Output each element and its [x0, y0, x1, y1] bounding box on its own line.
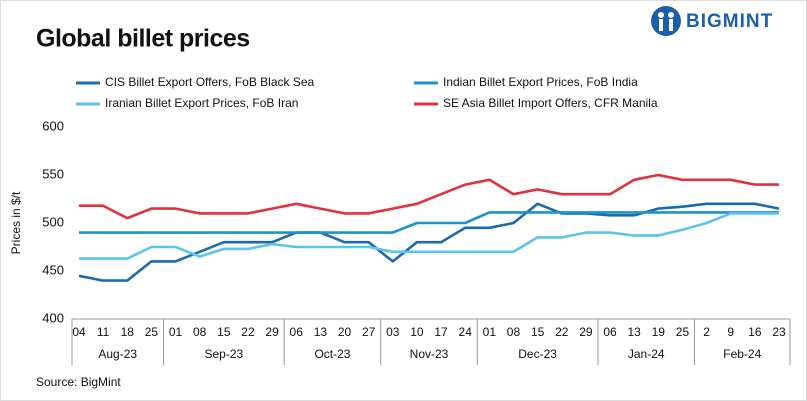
month-label: Nov-23 — [410, 347, 449, 361]
logo-icon — [669, 19, 673, 31]
legend-label: CIS Billet Export Offers, FoB Black Sea — [105, 75, 315, 89]
y-tick-label: 500 — [42, 214, 64, 229]
month-label: Feb-24 — [723, 347, 761, 361]
logo-icon — [651, 6, 681, 36]
x-tick-label: 20 — [338, 325, 352, 339]
month-label: Sep-23 — [204, 347, 243, 361]
x-tick-label: 01 — [483, 325, 497, 339]
series-line — [79, 212, 779, 260]
x-tick-label: 18 — [121, 325, 135, 339]
logo-icon — [668, 12, 674, 18]
chart-title: Global billet prices — [36, 25, 250, 53]
legend-label: SE Asia Billet Import Offers, CFR Manila — [443, 96, 658, 110]
x-tick-label: 17 — [434, 325, 448, 339]
logo: BIGMINT — [651, 6, 773, 36]
x-tick-label: 22 — [241, 325, 255, 339]
series-line — [79, 211, 779, 234]
source: Source: BigMint — [36, 375, 121, 389]
x-tick-label: 16 — [748, 325, 762, 339]
x-tick-label: 01 — [169, 325, 183, 339]
x-tick-label: 22 — [555, 325, 569, 339]
y-axis-label: Prices in $/t — [9, 191, 23, 254]
x-tick-label: 13 — [627, 325, 641, 339]
x-tick-label: 25 — [145, 325, 159, 339]
logo-icon — [658, 12, 664, 18]
x-tick-label: 08 — [507, 325, 521, 339]
month-label: Oct-23 — [314, 347, 350, 361]
logo-icon — [659, 19, 663, 31]
x-tick-label: 08 — [193, 325, 207, 339]
series-line — [79, 173, 779, 220]
x-tick-label: 27 — [362, 325, 376, 339]
x-tick-label: 24 — [459, 325, 473, 339]
legend-label: Indian Billet Export Prices, FoB India — [443, 75, 638, 89]
x-tick-label: 15 — [217, 325, 231, 339]
x-tick-label: 10 — [410, 325, 424, 339]
x-tick-label: 13 — [314, 325, 328, 339]
x-tick-label: 15 — [531, 325, 545, 339]
x-tick-label: 04 — [72, 325, 86, 339]
series-line — [78, 202, 780, 282]
x-tick-label: 2 — [703, 325, 710, 339]
x-tick-label: 03 — [386, 325, 400, 339]
brand: BIGMINT — [686, 11, 773, 32]
month-label: Aug-23 — [98, 347, 137, 361]
x-tick-label: 29 — [265, 325, 279, 339]
month-label: Jan-24 — [628, 347, 665, 361]
x-tick-label: 19 — [652, 325, 666, 339]
legend-label: Iranian Billet Export Prices, FoB Iran — [105, 96, 298, 110]
x-tick-label: 11 — [97, 325, 110, 339]
y-tick-label: 450 — [42, 262, 64, 277]
y-tick-label: 550 — [42, 166, 64, 181]
y-tick-label: 400 — [42, 310, 64, 325]
month-label: Dec-23 — [518, 347, 557, 361]
x-tick-label: 06 — [603, 325, 617, 339]
x-tick-label: 29 — [579, 325, 593, 339]
x-tick-label: 25 — [676, 325, 690, 339]
y-tick-label: 600 — [42, 118, 64, 133]
x-tick-label: 9 — [727, 325, 734, 339]
x-tick-label: 23 — [772, 325, 786, 339]
x-tick-label: 06 — [290, 325, 304, 339]
